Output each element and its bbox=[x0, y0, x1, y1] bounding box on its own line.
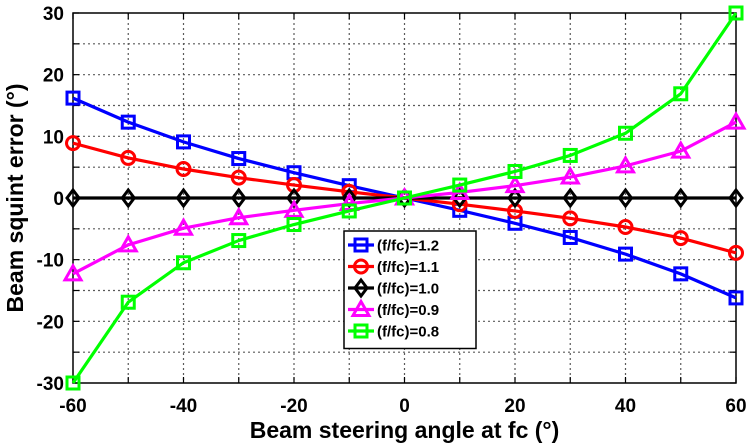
data-point bbox=[673, 266, 689, 282]
x-tick-label: 60 bbox=[725, 396, 746, 417]
x-tick-label: -20 bbox=[280, 396, 307, 417]
data-point bbox=[231, 233, 247, 249]
data-point bbox=[231, 151, 247, 167]
data-point bbox=[397, 190, 412, 206]
y-tick-label: 10 bbox=[43, 127, 64, 148]
data-point bbox=[228, 206, 250, 226]
data-point bbox=[673, 86, 689, 102]
data-point bbox=[175, 161, 192, 178]
data-point bbox=[286, 217, 302, 233]
data-point bbox=[618, 246, 633, 262]
x-axis-title: Beam steering angle at fc (°) bbox=[250, 417, 560, 443]
data-point bbox=[176, 255, 191, 271]
y-tick-label: -20 bbox=[37, 312, 64, 333]
data-point bbox=[617, 218, 634, 235]
data-point bbox=[672, 230, 689, 247]
data-point bbox=[120, 294, 136, 310]
data-point bbox=[283, 199, 305, 218]
legend-item: (f/fc)=0.9 bbox=[348, 298, 439, 319]
data-point bbox=[504, 174, 526, 194]
data-point bbox=[559, 166, 581, 185]
y-tick-label: 0 bbox=[53, 189, 64, 210]
data-point bbox=[65, 187, 81, 209]
legend-item: (f/fc)=1.0 bbox=[348, 277, 439, 299]
y-tick-label: -30 bbox=[37, 374, 64, 395]
legend-marker bbox=[353, 237, 369, 253]
data-point bbox=[120, 114, 136, 130]
data-point bbox=[725, 111, 747, 130]
data-point bbox=[230, 187, 247, 209]
data-point bbox=[65, 375, 81, 391]
legend-label: (f/fc)=0.9 bbox=[377, 302, 439, 319]
x-tick-label: -40 bbox=[170, 396, 197, 417]
legend-label: (f/fc)=1.0 bbox=[377, 281, 439, 298]
x-tick-label: 0 bbox=[399, 396, 410, 417]
legend: (f/fc)=1.2 (f/fc)=1.1 (f/fc)=1.0 (f/fc)=0.9… bbox=[343, 230, 477, 350]
x-tick-label: 20 bbox=[504, 396, 525, 417]
series-layer bbox=[62, 5, 747, 391]
data-point bbox=[172, 217, 195, 236]
data-point bbox=[562, 229, 578, 245]
y-tick-label: 20 bbox=[43, 66, 64, 87]
x-tick-label: 40 bbox=[615, 396, 636, 417]
legend-marker bbox=[350, 298, 372, 317]
data-point bbox=[176, 134, 191, 150]
data-point bbox=[614, 154, 637, 174]
data-point bbox=[562, 147, 578, 163]
data-point bbox=[452, 177, 468, 193]
legend-item: (f/fc)=1.2 bbox=[348, 237, 439, 255]
series-5 bbox=[65, 5, 744, 391]
data-point bbox=[65, 90, 81, 106]
y-axis-title: Beam squint error (°) bbox=[2, 83, 28, 312]
data-point bbox=[670, 140, 692, 159]
data-point bbox=[728, 187, 744, 209]
legend-item: (f/fc)=1.1 bbox=[348, 258, 439, 276]
data-point bbox=[728, 290, 744, 306]
data-point bbox=[672, 187, 689, 209]
x-tick-label: -60 bbox=[59, 396, 86, 417]
ticks: -60 -40 -20 0 20 40 60 -30 -20 -10 0 10 20 30 bbox=[37, 4, 747, 417]
data-point bbox=[507, 187, 523, 209]
legend-marker bbox=[353, 277, 369, 299]
legend-marker bbox=[353, 258, 369, 275]
data-point bbox=[341, 203, 357, 219]
y-tick-label: -10 bbox=[37, 251, 64, 272]
legend-label: (f/fc)=1.1 bbox=[377, 259, 439, 276]
data-point bbox=[728, 244, 744, 261]
data-point bbox=[120, 149, 137, 166]
data-point bbox=[230, 169, 247, 186]
data-point bbox=[120, 187, 137, 209]
data-point bbox=[62, 262, 84, 282]
data-point bbox=[507, 163, 523, 179]
data-point bbox=[617, 187, 634, 209]
legend-label: (f/fc)=0.8 bbox=[377, 324, 439, 341]
legend-marker bbox=[353, 323, 369, 339]
data-point bbox=[117, 233, 139, 253]
data-point bbox=[65, 135, 81, 152]
data-point bbox=[175, 187, 192, 209]
series-line bbox=[71, 12, 738, 384]
y-tick-label: 30 bbox=[43, 4, 64, 25]
legend-label: (f/fc)=1.2 bbox=[377, 238, 439, 255]
data-point bbox=[286, 187, 302, 209]
data-point bbox=[562, 210, 579, 227]
data-point bbox=[728, 5, 744, 21]
legend-item: (f/fc)=0.8 bbox=[348, 323, 439, 341]
data-point bbox=[618, 125, 633, 141]
data-point bbox=[562, 187, 579, 209]
data-point bbox=[451, 187, 468, 209]
